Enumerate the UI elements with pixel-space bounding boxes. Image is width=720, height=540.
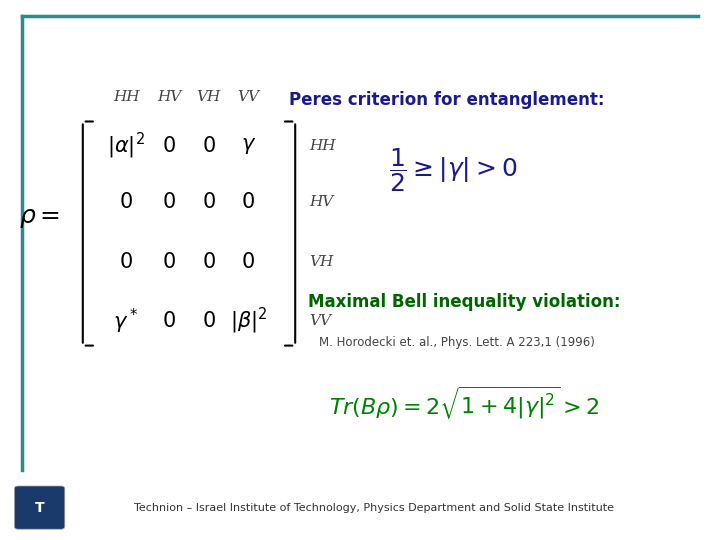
Text: $\gamma^*$: $\gamma^*$ — [114, 307, 138, 336]
Text: $|\alpha|^2$: $|\alpha|^2$ — [107, 131, 145, 161]
Text: $\dfrac{1}{2} \geq |\gamma| > 0$: $\dfrac{1}{2} \geq |\gamma| > 0$ — [390, 146, 518, 194]
Text: $0$: $0$ — [162, 311, 176, 332]
Text: VV: VV — [238, 90, 259, 104]
Text: Technion – Israel Institute of Technology, Physics Department and Solid State In: Technion – Israel Institute of Technolog… — [135, 503, 614, 512]
Text: VH: VH — [310, 255, 334, 269]
Text: $0$: $0$ — [119, 252, 133, 272]
Text: $0$: $0$ — [202, 136, 216, 156]
Text: HH: HH — [310, 139, 336, 153]
FancyBboxPatch shape — [14, 486, 65, 529]
Text: $0$: $0$ — [202, 311, 216, 332]
Text: $0$: $0$ — [119, 192, 133, 213]
Text: T: T — [35, 501, 45, 515]
Text: $0$: $0$ — [241, 252, 256, 272]
Text: $0$: $0$ — [162, 136, 176, 156]
Text: VH: VH — [197, 90, 221, 104]
Text: M. Horodecki et. al., Phys. Lett. A 223,1 (1996): M. Horodecki et. al., Phys. Lett. A 223,… — [319, 336, 595, 349]
Text: VV: VV — [310, 314, 332, 328]
Text: $0$: $0$ — [202, 192, 216, 213]
Text: HH: HH — [113, 90, 139, 104]
Text: $0$: $0$ — [241, 192, 256, 213]
Text: HV: HV — [310, 195, 334, 210]
Text: $0$: $0$ — [202, 252, 216, 272]
Text: $\gamma$: $\gamma$ — [240, 136, 256, 156]
Text: Peres criterion for entanglement:: Peres criterion for entanglement: — [289, 91, 604, 109]
Text: $0$: $0$ — [162, 192, 176, 213]
Text: Maximal Bell inequality violation:: Maximal Bell inequality violation: — [308, 293, 621, 312]
Text: HV: HV — [157, 90, 181, 104]
Text: $|\beta|^2$: $|\beta|^2$ — [230, 306, 267, 336]
Text: $\rho =$: $\rho =$ — [19, 207, 60, 230]
Text: $Tr(B\rho) = 2\sqrt{1+4|\gamma|^2} > 2$: $Tr(B\rho) = 2\sqrt{1+4|\gamma|^2} > 2$ — [329, 384, 600, 421]
Text: $0$: $0$ — [162, 252, 176, 272]
